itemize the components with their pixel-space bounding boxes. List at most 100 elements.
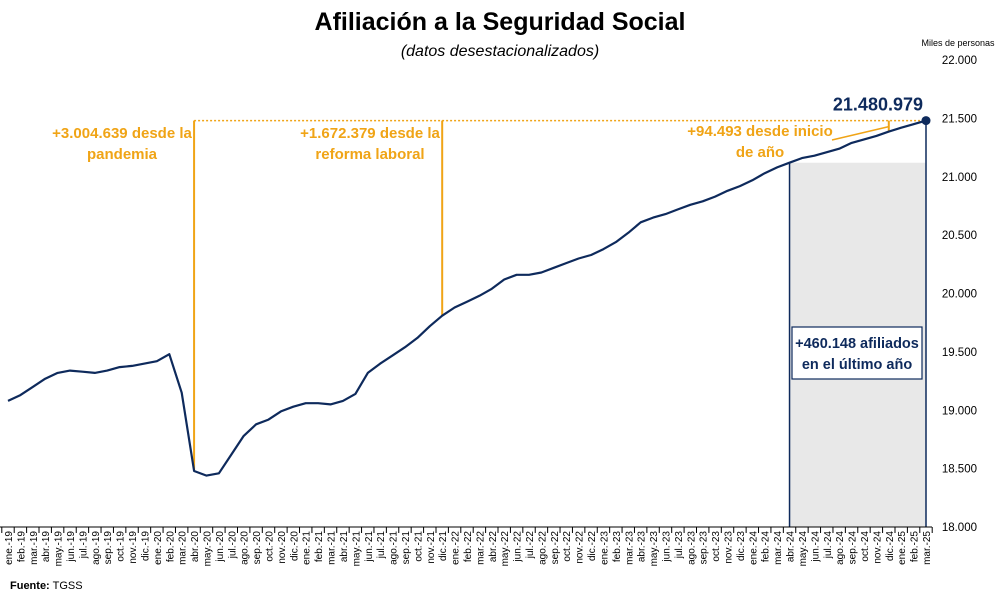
x-tick-label: feb.-22 <box>463 531 474 563</box>
x-tick-label: nov.-22 <box>575 531 586 564</box>
x-tick-label: may.-22 <box>500 531 511 567</box>
x-tick-label: nov.-24 <box>872 531 883 564</box>
x-tick-label: abr.-20 <box>190 531 201 563</box>
x-tick-label: feb.-20 <box>165 531 176 563</box>
x-tick-label: jun.-24 <box>810 531 821 563</box>
x-tick-label: dic.-23 <box>736 531 747 561</box>
x-tick-label: feb.-25 <box>910 531 921 563</box>
reform-annotation-line: +1.672.379 desde la <box>300 125 440 142</box>
x-tick-label: may.-20 <box>202 531 213 567</box>
x-tick-label: abr.-24 <box>786 531 797 563</box>
x-tick-label: sep.-23 <box>699 531 710 565</box>
x-tick-label: mar.-23 <box>624 531 635 565</box>
last-year-shade-layer <box>788 120 927 528</box>
x-tick-label: may.-21 <box>351 531 362 567</box>
last-year-annotation: +460.148 afiliados en el último año <box>795 336 919 373</box>
reform-annotation: +1.672.379 desde la reforma laboral <box>300 125 440 163</box>
y-tick-label: 22.000 <box>942 55 977 67</box>
y-tick-label: 21.000 <box>942 172 977 184</box>
x-tick-label: jul.-20 <box>227 531 238 560</box>
x-tick-label: jun.-20 <box>215 531 226 563</box>
affiliation-series-line <box>7 119 927 477</box>
x-tick-label: dic.-20 <box>289 531 300 561</box>
x-tick-label: ago.-23 <box>686 531 697 565</box>
x-tick-label: jul.-22 <box>525 531 536 560</box>
y-axis-title: Miles de personas <box>921 38 995 48</box>
year-start-annotation-line: de año <box>736 144 784 161</box>
y-tick-label: 20.000 <box>942 289 977 301</box>
last-point-marker <box>921 116 931 126</box>
x-tick-label: ene.-22 <box>451 531 462 565</box>
x-tick-label: may.-19 <box>54 531 65 567</box>
x-tick-label: abr.-23 <box>637 531 648 563</box>
y-tick-label: 18.000 <box>942 522 977 534</box>
x-tick-label: sep.-21 <box>401 531 412 565</box>
x-tick-label: mar.-21 <box>327 531 338 565</box>
x-tick-label: ene.-24 <box>748 531 759 565</box>
x-tick-label: feb.-23 <box>612 531 623 563</box>
x-tick-label: dic.-24 <box>885 531 896 561</box>
source-value: TGSS <box>52 580 83 592</box>
chart-title: Afiliación a la Seguridad Social <box>314 8 686 36</box>
x-tick-label: oct.-22 <box>562 531 573 562</box>
x-tick-label: mar.-22 <box>475 531 486 565</box>
x-tick-label: sep.-20 <box>252 531 263 565</box>
x-tick-label: oct.-23 <box>711 531 722 562</box>
x-tick-label: sep.-22 <box>550 531 561 565</box>
x-tick-label: abr.-22 <box>488 531 499 563</box>
x-tick-label: ago.-20 <box>240 531 251 565</box>
x-tick-label: oct.-19 <box>116 531 127 562</box>
x-tick-label: mar.-25 <box>922 531 933 565</box>
y-tick-label: 20.500 <box>942 230 977 242</box>
x-tick-label: ene.-25 <box>897 531 908 565</box>
x-tick-label: feb.-19 <box>16 531 27 563</box>
year-start-annotation-line: +94.493 desde inicio <box>687 123 833 140</box>
x-tick-label: mar.-20 <box>178 531 189 565</box>
axis-layer: ene.-19 feb.-19 mar.-19 abr.-19 may.-19 jun.-… <box>0 38 995 566</box>
x-tick-label: oct.-21 <box>413 531 424 562</box>
x-tick-label: dic.-22 <box>587 531 598 561</box>
y-tick-label: 19.500 <box>942 347 977 359</box>
x-tick-label: nov.-20 <box>277 531 288 564</box>
pandemic-annotation-line: +3.004.639 desde la <box>52 125 192 142</box>
x-tick-label: jun.-23 <box>661 531 672 563</box>
x-tick-label: jun.-19 <box>66 531 77 563</box>
x-tick-label: ago.-22 <box>537 531 548 565</box>
year-start-connector <box>831 125 889 141</box>
y-tick-label: 19.000 <box>942 405 977 417</box>
last-year-annotation-line: +460.148 afiliados <box>795 336 919 352</box>
pandemic-annotation: +3.004.639 desde la pandemia <box>52 125 192 163</box>
y-tick-label: 18.500 <box>942 464 977 476</box>
x-tick-label: mar.-24 <box>773 531 784 565</box>
x-tick-label: jul.-21 <box>376 531 387 560</box>
year-start-annotation: +94.493 desde inicio de año <box>687 123 833 161</box>
line-layer <box>7 116 931 477</box>
x-tick-label: abr.-21 <box>339 531 350 563</box>
x-tick-label: ene.-21 <box>302 531 313 565</box>
x-tick-label: jun.-21 <box>364 531 375 563</box>
x-tick-label: nov.-21 <box>426 531 437 564</box>
x-tick-label: ene.-20 <box>153 531 164 565</box>
x-tick-label: oct.-20 <box>265 531 276 562</box>
x-tick-label: may.-24 <box>798 531 809 567</box>
x-tick-label: jul.-24 <box>823 531 834 560</box>
annotation-layer: +3.004.639 desde la pandemia +1.672.379 de… <box>52 95 923 380</box>
x-tick-label: jul.-19 <box>78 531 89 560</box>
x-tick-label: sep.-19 <box>103 531 114 565</box>
last-year-box <box>791 326 923 380</box>
x-tick-label: feb.-24 <box>761 531 772 563</box>
x-tick-label: dic.-19 <box>140 531 151 561</box>
y-tick-label: 21.500 <box>942 113 977 125</box>
x-tick-label: ago.-24 <box>835 531 846 565</box>
x-tick-label: abr.-19 <box>41 531 52 563</box>
reform-annotation-line: reforma laboral <box>315 146 424 163</box>
x-tick-label: nov.-19 <box>128 531 139 564</box>
x-tick-label: oct.-24 <box>860 531 871 562</box>
x-tick-label: feb.-21 <box>314 531 325 563</box>
x-tick-label: mar.-19 <box>29 531 40 565</box>
chart-subtitle: (datos desestacionalizados) <box>400 43 600 60</box>
x-tick-label: nov.-23 <box>724 531 735 564</box>
x-tick-label: jun.-22 <box>513 531 524 563</box>
source-note: Fuente: TGSS <box>10 580 83 592</box>
x-tick-label: ene.-19 <box>4 531 15 565</box>
